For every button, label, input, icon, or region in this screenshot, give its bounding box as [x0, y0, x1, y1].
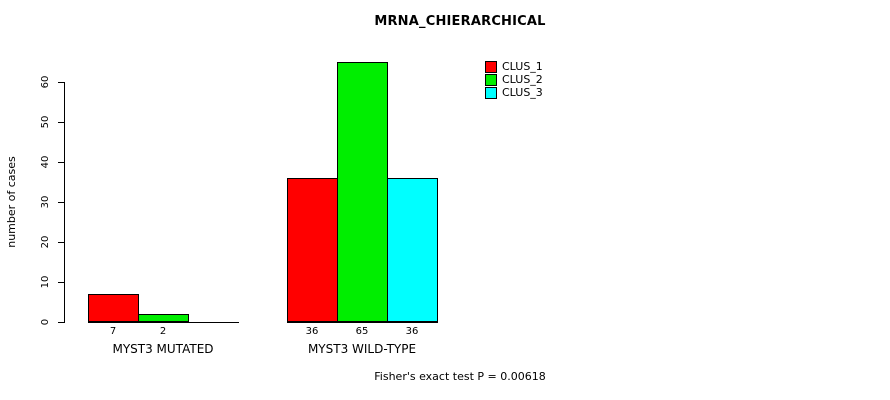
- bar-clus_2: [337, 62, 388, 322]
- bar-value-label: 65: [355, 326, 369, 337]
- y-tick-label: 30: [40, 195, 51, 209]
- y-tick: [58, 202, 64, 203]
- bar-value-label: 36: [305, 326, 319, 337]
- annotation-text: Fisher's exact test P = 0.00618: [374, 370, 546, 383]
- legend-swatch-clus-3: [485, 86, 497, 99]
- bar-clus_3: [387, 178, 438, 322]
- bar-clus_2: [138, 314, 189, 322]
- y-axis-line: [64, 82, 65, 323]
- bar-clus_1: [88, 294, 139, 322]
- bar-value-label: 2: [159, 326, 167, 337]
- x-axis-baseline: [287, 322, 438, 323]
- bar-clus_1: [287, 178, 338, 322]
- chart-title: MRNA_CHIERARCHICAL: [374, 14, 546, 29]
- y-tick-label: 60: [40, 75, 51, 89]
- y-tick-label: 40: [40, 155, 51, 169]
- y-tick: [58, 122, 64, 123]
- y-tick-label: 50: [40, 115, 51, 129]
- bar-value-label: 7: [109, 326, 117, 337]
- legend-swatch-clus-1: [485, 60, 497, 73]
- y-tick: [58, 242, 64, 243]
- legend-label-clus-1: CLUS_1: [502, 60, 543, 73]
- legend-item-clus-3: CLUS_3: [485, 86, 543, 99]
- y-tick: [58, 282, 64, 283]
- y-tick-label: 20: [40, 235, 51, 249]
- x-category-label: MYST3 MUTATED: [112, 342, 214, 356]
- y-tick: [58, 82, 64, 83]
- legend-label-clus-2: CLUS_2: [502, 73, 543, 86]
- legend: CLUS_1 CLUS_2 CLUS_3: [485, 60, 543, 99]
- y-tick-label: 10: [40, 275, 51, 289]
- legend-item-clus-2: CLUS_2: [485, 73, 543, 86]
- x-axis-baseline: [88, 322, 239, 323]
- bar-value-label: 36: [405, 326, 419, 337]
- y-tick: [58, 162, 64, 163]
- y-tick: [58, 322, 64, 323]
- legend-label-clus-3: CLUS_3: [502, 86, 543, 99]
- x-category-label: MYST3 WILD-TYPE: [307, 342, 417, 356]
- y-tick-label: 0: [40, 318, 51, 326]
- legend-item-clus-1: CLUS_1: [485, 60, 543, 73]
- legend-swatch-clus-2: [485, 73, 497, 86]
